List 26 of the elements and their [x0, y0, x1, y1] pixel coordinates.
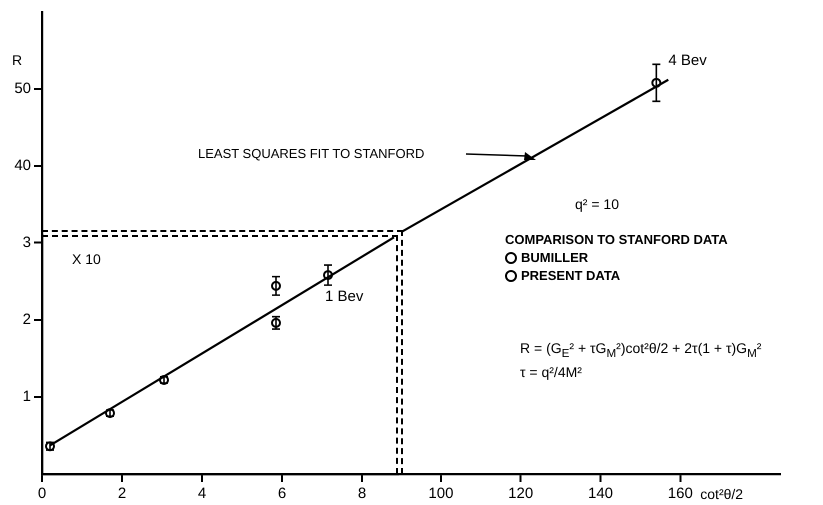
- y-tick-label: 50: [14, 80, 31, 98]
- y-tick-label: 1: [22, 388, 31, 406]
- annotation: LEAST SQUARES FIT TO STANFORD: [198, 146, 424, 161]
- x-tick-label: 4: [198, 485, 206, 502]
- annotation: X 10: [72, 251, 101, 267]
- legend-title: COMPARISON TO STANFORD DATA: [505, 232, 728, 247]
- annotation: τ = q²/4M²: [520, 364, 582, 380]
- y-tick-label: 2: [22, 310, 31, 328]
- annotation: R = (G$_{E}$² + τG$_{M}$²)cot²θ/2 + 2τ(1 + τ)G$_{M}$²: [520, 340, 762, 360]
- x-tick-label: 160: [668, 485, 693, 502]
- x-tick-label: 0: [38, 485, 46, 502]
- annotation: 1 Bev: [325, 288, 364, 306]
- legend-label: PRESENT DATA: [521, 268, 620, 283]
- x-tick-label: 140: [588, 485, 613, 502]
- annotation: q² = 10: [575, 196, 619, 212]
- x-axis-title: cot²θ/2: [700, 486, 744, 502]
- legend-label: BUMILLER: [521, 250, 588, 265]
- y-axis-title: R: [12, 52, 22, 68]
- x-tick-label: 6: [278, 485, 286, 502]
- x-tick-label: 2: [118, 485, 126, 502]
- x-tick-label: 120: [508, 485, 534, 502]
- y-tick-label: 3: [22, 234, 31, 251]
- annotation: 4 Bev: [668, 52, 708, 69]
- x-tick-label: 100: [428, 485, 454, 502]
- y-tick-label: 40: [14, 157, 31, 174]
- x-tick-label: 8: [358, 485, 366, 502]
